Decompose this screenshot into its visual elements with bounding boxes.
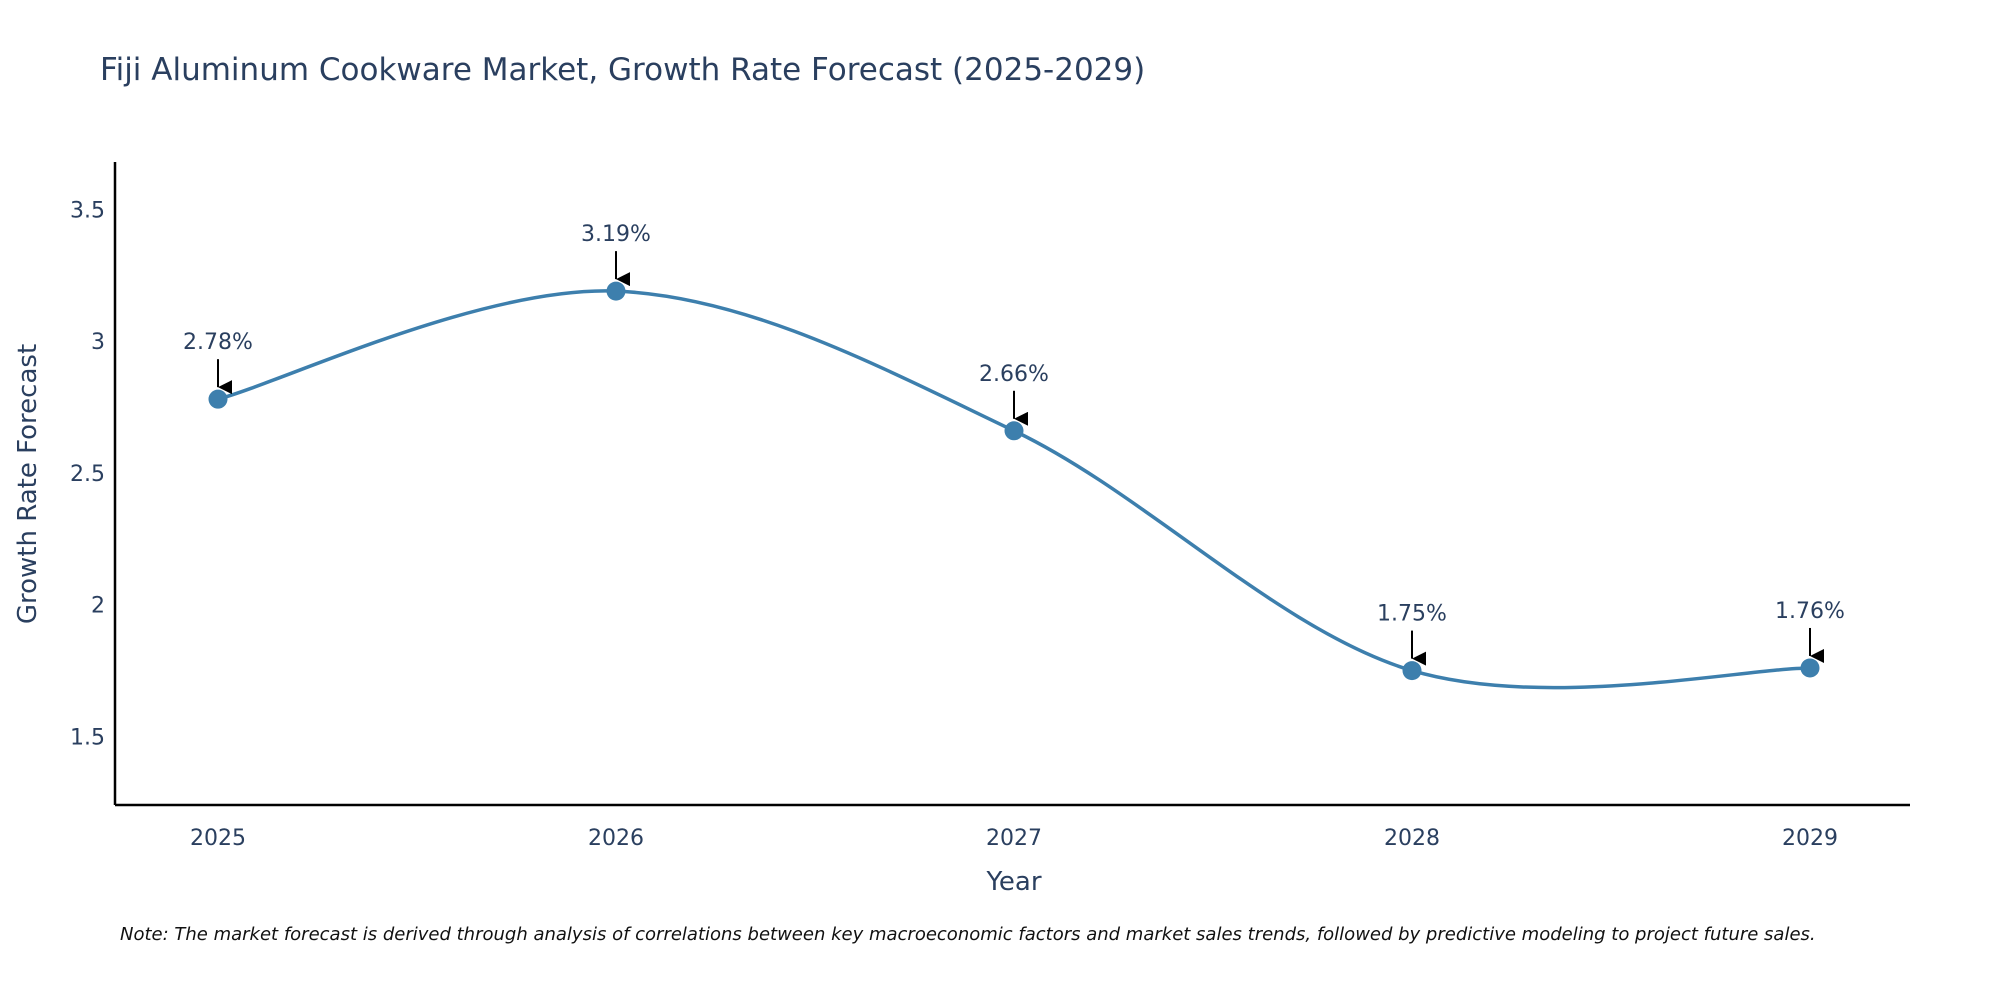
y-tick-label: 2 bbox=[91, 594, 105, 619]
data-label: 2.66% bbox=[979, 362, 1049, 387]
x-tick-label: 2028 bbox=[1384, 826, 1440, 851]
data-label: 3.19% bbox=[581, 222, 651, 247]
x-tick-label: 2025 bbox=[190, 826, 246, 851]
y-tick-label: 1.5 bbox=[70, 725, 105, 750]
x-tick-label: 2029 bbox=[1782, 826, 1838, 851]
data-point bbox=[1004, 421, 1024, 441]
x-tick-label: 2027 bbox=[986, 826, 1042, 851]
y-axis-title: Growth Rate Forecast bbox=[13, 344, 43, 624]
data-point bbox=[1402, 661, 1422, 681]
y-tick-label: 3.5 bbox=[70, 198, 105, 223]
data-label: 1.75% bbox=[1377, 602, 1447, 627]
footnote: Note: The market forecast is derived thr… bbox=[120, 924, 1816, 945]
data-points bbox=[208, 281, 1820, 681]
data-point bbox=[606, 281, 626, 301]
x-tick-label: 2026 bbox=[588, 826, 644, 851]
y-tick-label: 2.5 bbox=[70, 462, 105, 487]
data-label: 2.78% bbox=[183, 330, 253, 355]
y-tick-label: 3 bbox=[91, 330, 105, 355]
data-point bbox=[1800, 658, 1820, 678]
series-line bbox=[217, 289, 1811, 690]
chart-title: Fiji Aluminum Cookware Market, Growth Ra… bbox=[100, 52, 1145, 88]
x-axis-ticks: 2025 2026 2027 2028 2029 bbox=[190, 826, 1838, 851]
data-annotations: 2.78% 3.19% 2.66% 1.75% 1.76% bbox=[183, 222, 1845, 666]
y-axis-ticks: 1.5 2 2.5 3 3.5 bbox=[70, 198, 105, 750]
x-axis-title: Year bbox=[985, 867, 1041, 897]
data-point bbox=[208, 389, 228, 409]
data-label: 1.76% bbox=[1775, 599, 1845, 624]
